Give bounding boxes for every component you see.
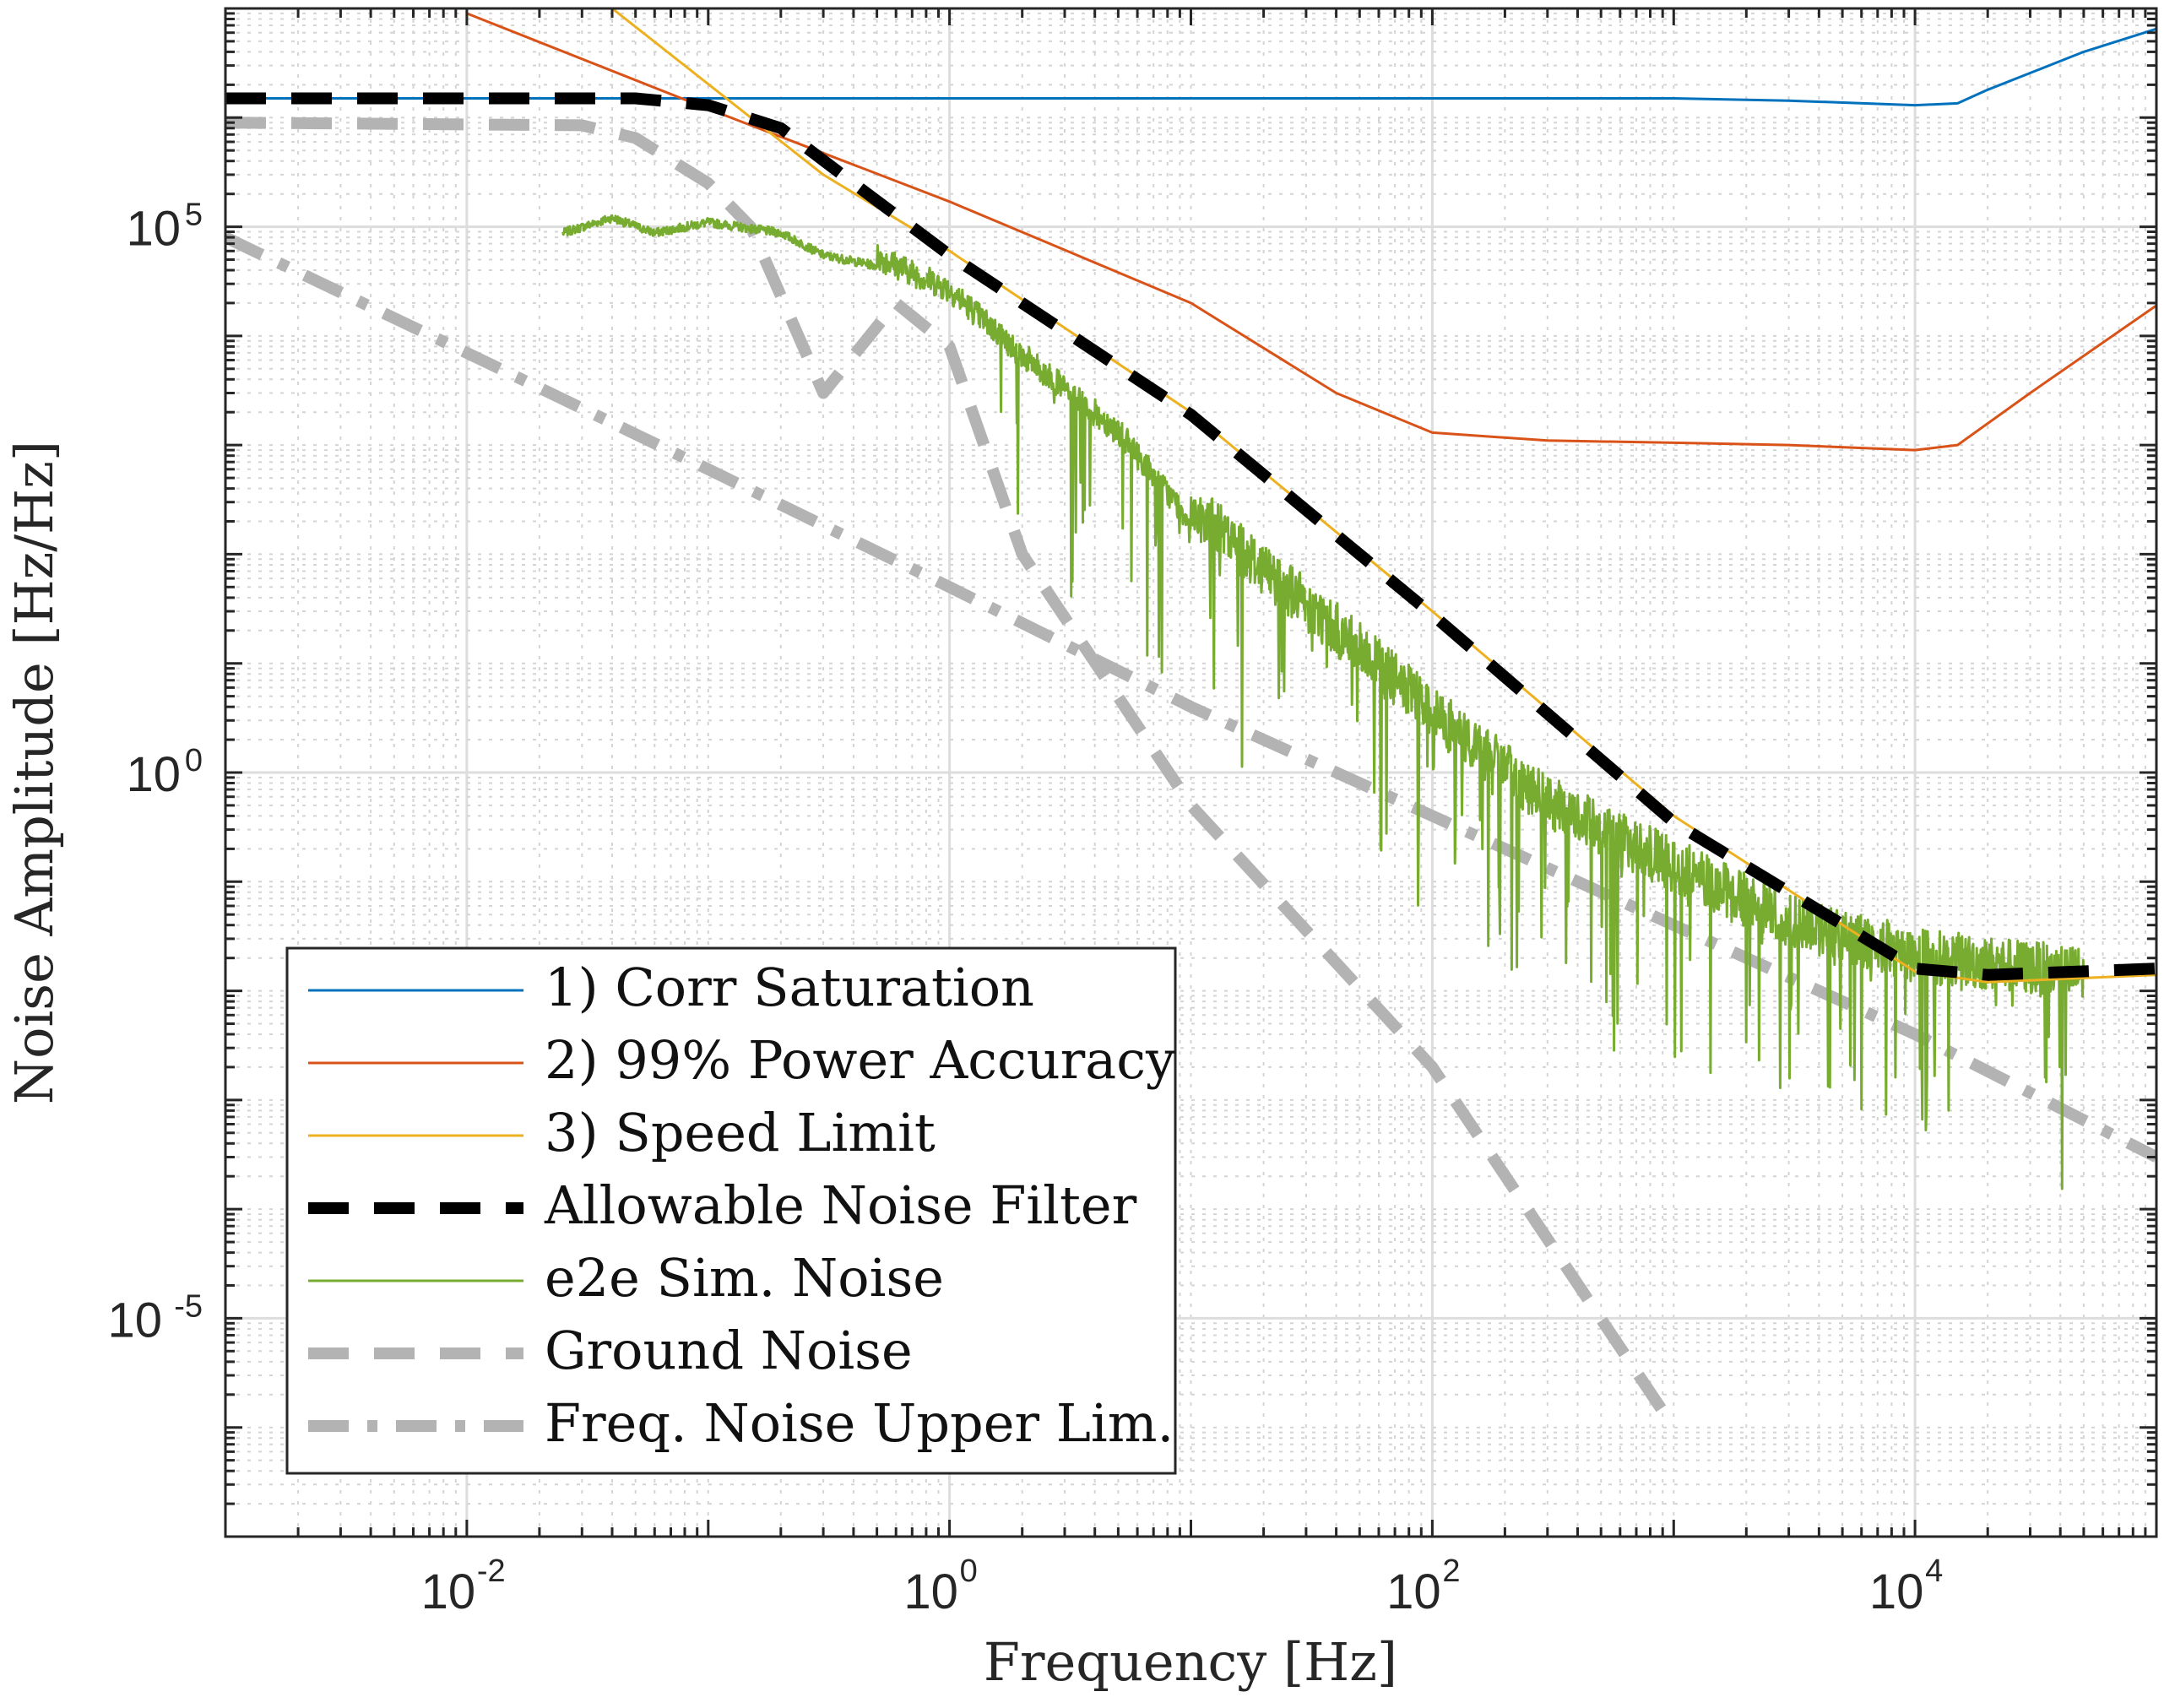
legend-label-speed-limit: 3) Speed Limit xyxy=(545,1102,936,1163)
y-tick-exponent: 5 xyxy=(185,198,203,233)
x-axis-label: Frequency [Hz] xyxy=(984,1631,1397,1693)
x-tick-exponent: 0 xyxy=(960,1553,978,1589)
y-axis-label: Noise Amplitude [Hz/Hz] xyxy=(3,441,65,1104)
series-line-allowable-noise-filter xyxy=(225,92,2156,981)
legend-label-e2e-sim-noise: e2e Sim. Noise xyxy=(545,1247,944,1309)
series-line-ground-noise xyxy=(225,117,1679,1431)
legend-label-freq-noise-upper-lim: Freq. Noise Upper Lim. xyxy=(545,1392,1174,1454)
x-tick-exponent: 4 xyxy=(1925,1553,1943,1589)
x-tick-exponent: 2 xyxy=(1442,1553,1460,1589)
series-line-e2e-sim-noise xyxy=(561,214,2085,1190)
legend-box xyxy=(285,946,1177,1475)
x-tick-label: 10 xyxy=(1386,1564,1441,1619)
y-tick-exponent: -5 xyxy=(174,1288,203,1324)
legend-label-ground-noise: Ground Noise xyxy=(545,1320,913,1381)
series-line-1-corr-saturation xyxy=(225,27,2156,107)
y-tick-label: 10 xyxy=(126,747,181,802)
legend-label-allowable-noise-filter: Allowable Noise Filter xyxy=(544,1174,1137,1236)
legend-swatches xyxy=(308,989,523,1432)
x-tick-label: 10 xyxy=(903,1564,958,1619)
y-tick-exponent: 0 xyxy=(185,743,203,778)
x-tick-label: 10 xyxy=(1869,1564,1924,1619)
x-tick-label: 10 xyxy=(421,1564,476,1619)
legend: 1) Corr Saturation 2) 99% Power Accuracy… xyxy=(285,946,1177,1475)
axis-ticks xyxy=(224,8,2156,1538)
y-tick-label: 10 xyxy=(107,1293,162,1347)
y-tick-label: 10 xyxy=(126,202,181,257)
series-layer xyxy=(225,8,2156,1431)
legend-label-power-accuracy: 2) 99% Power Accuracy xyxy=(545,1029,1175,1091)
x-tick-exponent: -2 xyxy=(477,1553,506,1589)
series-line-3-speed-limit xyxy=(611,8,2156,984)
series-line-2-99-power-accuracy xyxy=(466,12,2156,452)
series-line-freq-noise-upper-lim xyxy=(225,231,2156,1163)
legend-label-corr-saturation: 1) Corr Saturation xyxy=(545,957,1034,1018)
